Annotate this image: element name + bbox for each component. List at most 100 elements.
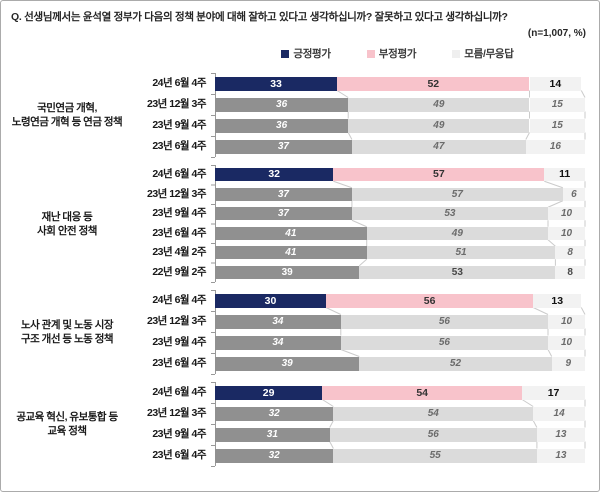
axis-and-connector-lines bbox=[211, 165, 586, 283]
bar-segment-positive: 34 bbox=[215, 314, 341, 329]
date-label: 23년 9월 4주 bbox=[152, 207, 206, 219]
date-label: 23년 9월 4주 bbox=[152, 428, 206, 440]
stacked-bar: 37 47 16 bbox=[215, 136, 585, 157]
bar-segment-unknown: 10 bbox=[548, 226, 585, 240]
category-label-line: 사회 안전 정책 bbox=[37, 224, 97, 237]
survey-row: 24년 6월 4주 29 54 17 bbox=[127, 382, 599, 403]
date-label: 23년 9월 4주 bbox=[152, 119, 206, 131]
date-label: 23년 6월 4주 bbox=[152, 140, 206, 152]
legend-swatch bbox=[281, 49, 290, 58]
date-label: 23년 4월 2주 bbox=[152, 246, 206, 258]
bar-segment-unknown: 11 bbox=[544, 168, 585, 182]
bar-segment-positive: 30 bbox=[215, 293, 326, 308]
bar-segment-unknown: 9 bbox=[551, 356, 585, 371]
date-label: 23년 6월 4주 bbox=[152, 357, 206, 369]
bar-segment-positive: 36 bbox=[215, 118, 349, 133]
survey-row: 23년 9월 4주 36 49 15 bbox=[127, 115, 599, 136]
bar-segment-negative: 54 bbox=[322, 385, 523, 400]
bar-segment-unknown: 13 bbox=[536, 427, 585, 442]
stacked-bar: 37 57 6 bbox=[215, 185, 585, 205]
category-label-line: 재난 대응 등 bbox=[41, 210, 93, 223]
date-label: 24년 6월 4주 bbox=[152, 294, 206, 306]
bar-segment-unknown: 8 bbox=[555, 265, 585, 279]
legend-item: 모름/무응답 bbox=[452, 46, 514, 61]
stacked-bar: 32 57 11 bbox=[215, 165, 585, 185]
date-label: 22년 9월 2주 bbox=[152, 265, 206, 278]
date-label: 23년 9월 4주 bbox=[152, 336, 206, 348]
policy-group: 국민연금 개혁, 노령연금 개혁 등 연금 정책 24년 6월 4주 33 52 14 23… bbox=[7, 73, 599, 158]
policy-group: 재난 대응 등 사회 안전 정책 24년 6월 4주 32 57 11 23년 12월 3주… bbox=[7, 165, 599, 283]
group-rows: 24년 6월 4주 29 54 17 23년 12월 3주 32 54 14 23년 9월 4주… bbox=[127, 382, 599, 466]
stacked-bar: 34 56 10 bbox=[215, 311, 585, 332]
bar-segment-negative: 55 bbox=[333, 448, 537, 463]
legend: 긍정평가 부정평가 모름/무응답 bbox=[196, 46, 599, 61]
bar-segment-unknown: 8 bbox=[555, 246, 585, 260]
bar-segment-negative: 56 bbox=[340, 335, 548, 350]
bar-segment-negative: 54 bbox=[333, 406, 534, 421]
bar-segment-positive: 32 bbox=[215, 448, 334, 463]
category-label: 재난 대응 등 사회 안전 정책 bbox=[7, 165, 127, 282]
bar-segment-negative: 57 bbox=[351, 187, 563, 201]
stacked-bar: 39 52 9 bbox=[215, 353, 585, 374]
survey-row: 24년 6월 4주 30 56 13 bbox=[127, 290, 599, 311]
stacked-bar: 36 49 15 bbox=[215, 115, 585, 136]
bar-segment-positive: 41 bbox=[215, 246, 367, 260]
policy-group: 노사 관계 및 노동 시장 구조 개선 등 노동 정책 24년 6월 4주 30 56 1… bbox=[7, 290, 599, 375]
date-label: 23년 12월 3주 bbox=[146, 187, 207, 200]
bar-segment-unknown: 6 bbox=[562, 187, 585, 201]
bar-segment-unknown: 13 bbox=[533, 293, 582, 308]
stacked-bar: 41 49 10 bbox=[215, 224, 585, 244]
sample-size-note: (n=1,007, %) bbox=[527, 28, 586, 39]
bar-segment-positive: 37 bbox=[215, 139, 352, 154]
question-text: Q. 선생님께서는 윤석열 정부가 다음의 정책 분야에 대해 잘하고 있다고 … bbox=[11, 11, 508, 23]
date-label: 23년 6월 4주 bbox=[152, 449, 206, 461]
bar-segment-positive: 37 bbox=[215, 207, 352, 221]
category-label-line: 교육 정책 bbox=[47, 425, 87, 437]
bar-segment-positive: 33 bbox=[215, 76, 338, 91]
bar-segment-negative: 57 bbox=[333, 168, 545, 182]
category-label: 국민연금 개혁, 노령연금 개혁 등 연금 정책 bbox=[7, 73, 127, 157]
survey-row: 23년 12월 3주 32 54 14 bbox=[127, 403, 599, 424]
bar-segment-positive: 34 bbox=[215, 335, 341, 350]
legend-label: 부정평가 bbox=[378, 48, 417, 60]
legend-item: 부정평가 bbox=[366, 46, 417, 61]
survey-row: 23년 6월 4주 41 49 10 bbox=[127, 224, 599, 244]
legend-swatch bbox=[452, 49, 461, 58]
bar-segment-negative: 51 bbox=[366, 246, 556, 260]
survey-row: 23년 6월 4주 37 47 16 bbox=[127, 136, 599, 157]
stacked-bar: 32 55 13 bbox=[215, 445, 585, 466]
bar-segment-positive: 29 bbox=[215, 385, 323, 400]
legend-item: 긍정평가 bbox=[281, 46, 331, 61]
group-rows: 24년 6월 4주 32 57 11 23년 12월 3주 37 57 6 23년 9월 4주 3… bbox=[127, 165, 599, 282]
group-rows: 24년 6월 4주 33 52 14 23년 12월 3주 36 49 15 23년 9월 4주… bbox=[127, 73, 599, 157]
date-label: 24년 6월 4주 bbox=[152, 77, 206, 89]
bar-segment-unknown: 14 bbox=[533, 406, 585, 421]
bar-segment-positive: 36 bbox=[215, 97, 349, 112]
stacked-bar-chart: 국민연금 개혁, 노령연금 개혁 등 연금 정책 24년 6월 4주 33 52 14 23… bbox=[7, 73, 599, 467]
bar-segment-unknown: 14 bbox=[529, 76, 582, 91]
stacked-bar: 29 54 17 bbox=[215, 382, 585, 403]
bar-segment-unknown: 17 bbox=[522, 385, 585, 400]
bar-segment-positive: 39 bbox=[215, 265, 360, 279]
bar-segment-unknown: 16 bbox=[525, 139, 585, 154]
category-label-line: 공교육 혁신, 유보통합 등 bbox=[16, 411, 118, 423]
bar-segment-positive: 31 bbox=[215, 427, 330, 442]
legend-label: 모름/무응답 bbox=[464, 48, 514, 60]
bar-segment-negative: 56 bbox=[340, 314, 548, 329]
group-rows: 24년 6월 4주 30 56 13 23년 12월 3주 34 56 10 23년 9월 4주… bbox=[127, 290, 599, 374]
category-label-line: 구조 개선 등 노동 정책 bbox=[20, 333, 114, 345]
bar-segment-negative: 53 bbox=[351, 207, 548, 221]
date-label: 23년 6월 4주 bbox=[152, 226, 206, 239]
bar-segment-positive: 41 bbox=[215, 226, 367, 240]
date-label: 23년 12월 3주 bbox=[146, 315, 207, 327]
bar-segment-unknown: 10 bbox=[548, 207, 585, 221]
stacked-bar: 31 56 13 bbox=[215, 424, 585, 445]
category-label-line: 노령연금 개혁 등 연금 정책 bbox=[11, 116, 123, 128]
bar-segment-positive: 37 bbox=[215, 187, 352, 201]
stacked-bar: 36 49 15 bbox=[215, 94, 585, 115]
bar-segment-negative: 56 bbox=[329, 427, 537, 442]
category-label: 노사 관계 및 노동 시장 구조 개선 등 노동 정책 bbox=[7, 290, 127, 374]
bar-segment-unknown: 15 bbox=[529, 118, 585, 133]
